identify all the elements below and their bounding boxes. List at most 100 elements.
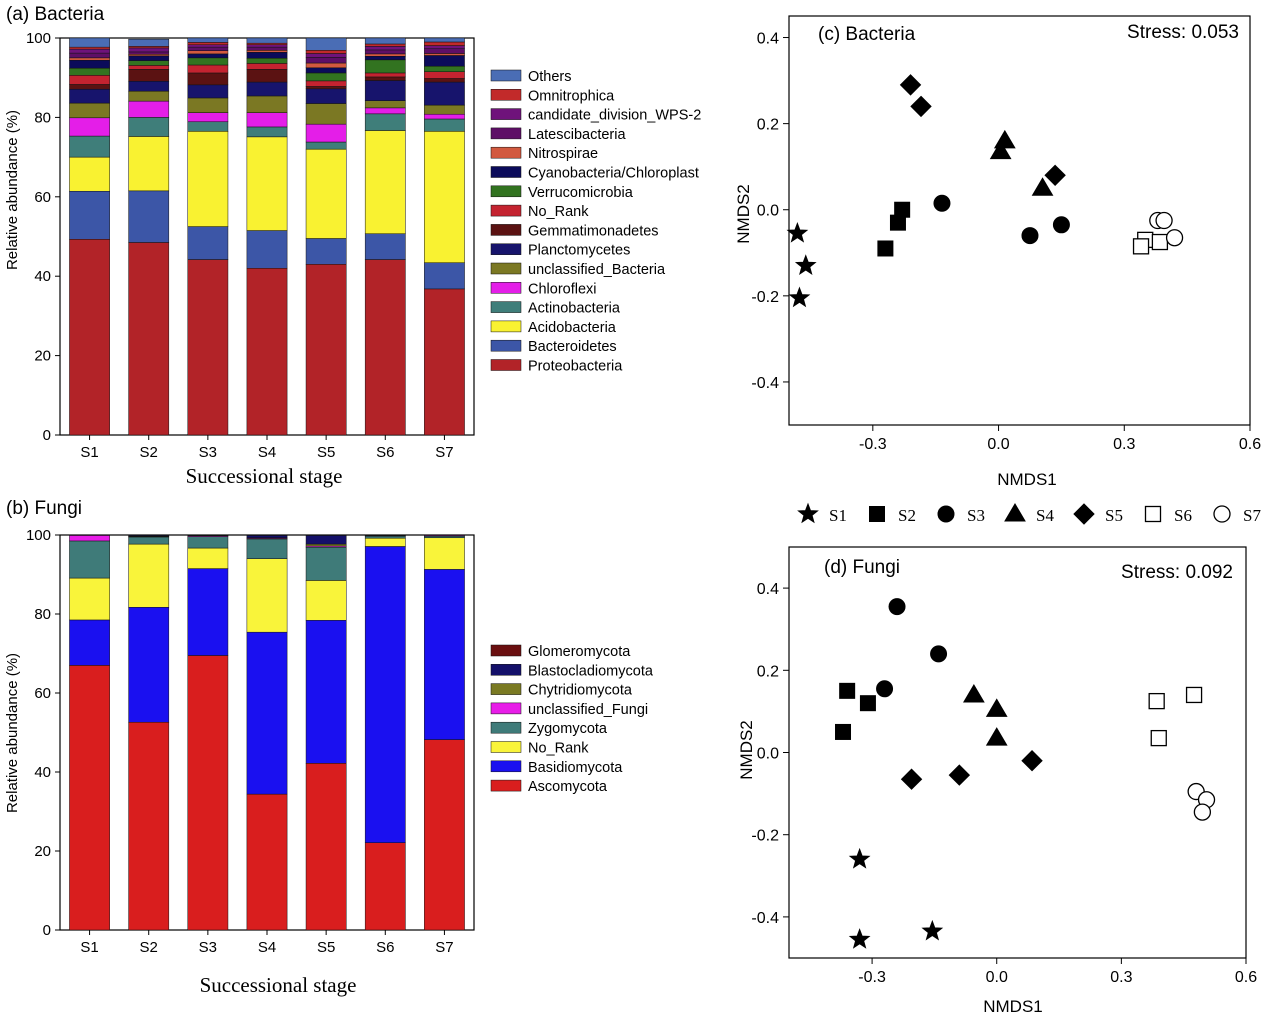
panel-d-y-tick-label: -0.4: [751, 910, 779, 927]
panel-d-x-tick-label: 0.0: [986, 969, 1008, 986]
panel-a-bacteria-composition: (a) Bacteria Relative abundance (%) Succ…: [4, 4, 701, 488]
panel-a-bar-s2-chloroflexi: [128, 100, 170, 118]
panel-d-y-tick-label: 0.4: [757, 581, 779, 598]
panel-b-y-tick-label-40: 40: [34, 764, 51, 781]
panel-a-bar-s2-latescibacteria: [128, 51, 170, 55]
panel-a-bar-s3-omnitrophica: [187, 42, 229, 45]
panel-b-x-tick-label-s3: S3: [199, 939, 217, 956]
panel-b-bar-s5-ascomycota: [305, 763, 347, 931]
panel-a-bar-s4-unclassified-bacteria: [246, 95, 288, 113]
panel-a-legend-label-omnitrophica: Omnitrophica: [528, 88, 615, 104]
panel-d-y-tick-label: 0.2: [757, 663, 779, 680]
panel-b-bar-s5-chytridiomycota: [305, 543, 347, 547]
panel-a-bar-s5-latescibacteria: [305, 57, 347, 64]
panel-a-x-tick-label-s4: S4: [258, 444, 276, 461]
panel-a-bar-s3-planctomycetes: [187, 84, 229, 99]
panel-b-x-axis-label: Successional stage: [200, 973, 357, 997]
legend-label-s4: S4: [1036, 506, 1054, 525]
panel-c-point-s6-3: [1132, 238, 1150, 255]
panel-a-legend-label-unclassified-bacteria: unclassified_Bacteria: [528, 262, 666, 278]
panel-a-bar-s1-candidate-division-wps-2: [69, 48, 110, 54]
panel-a-legend-swatch-others: [490, 69, 522, 82]
panel-d-point-s4-3: [985, 727, 1008, 746]
panel-b-bar-s1-no-rank: [69, 577, 110, 621]
panel-b-bar-s3-basidiomycota: [187, 568, 229, 656]
panel-a-legend-label-gemmatimonadetes: Gemmatimonadetes: [528, 223, 659, 239]
panel-a-legend-swatch-proteobacteria: [490, 359, 522, 371]
panel-c-point-s3-2: [1021, 227, 1039, 245]
panel-b-legend-swatch-unclassified-fungi: [490, 702, 522, 715]
panel-d-fungi-nmds: (d) Fungi Stress: 0.092 NMDS2 NMDS1 -0.3…: [737, 546, 1257, 1016]
panel-a-legend-swatch-unclassified-bacteria: [490, 262, 522, 275]
panel-b-title: (b) Fungi: [6, 498, 82, 519]
panel-a-y-tick-label-80: 80: [34, 109, 51, 126]
panel-b-bar-s2-basidiomycota: [128, 607, 170, 723]
panel-c-plot-area: -0.3 0.0 0.3 0.6 -0.4 -0.2 0.0 0.2 0.4: [751, 15, 1261, 453]
panel-a-bar-s3-no-rank: [187, 64, 229, 74]
panel-b-bar-s5-blastocladiomycota: [305, 535, 347, 545]
panel-a-x-tick-label-s1: S1: [80, 444, 98, 461]
panel-b-legend-swatch-glomeromycota: [490, 644, 522, 657]
panel-a-legend-swatch-no-rank: [490, 204, 522, 217]
panel-a-legend-swatch-verrucomicrobia: [490, 185, 522, 198]
panel-a-bar-s4-acidobacteria: [246, 136, 288, 231]
panel-a-bar-s4-cyanobacteria-chloroplast: [246, 52, 288, 59]
panel-a-bar-s6-chloroflexi: [364, 107, 406, 115]
panel-c-y-tick-label: -0.2: [751, 289, 779, 306]
panel-d-y-axis-label: NMDS2: [737, 720, 756, 780]
panel-b-bar-s2-no-rank: [128, 543, 170, 608]
panel-b-bar-s7-basidiomycota: [424, 569, 465, 740]
legend-marker-s3: [937, 505, 955, 523]
sample-stage-legend: S1 S2 S3 S4 S5 S6 S7: [797, 502, 1261, 525]
panel-d-point-s1-1: [848, 847, 871, 869]
panel-a-bar-s4-nitrospirae: [246, 50, 288, 53]
panel-b-bar-s6-no-rank: [364, 537, 406, 547]
panel-a-bar-s1-gemmatimonadetes: [69, 84, 110, 90]
panel-c-bacteria-nmds: (c) Bacteria Stress: 0.053 NMDS2 NMDS1 -…: [734, 15, 1261, 489]
panel-a-bar-s2-verrucomicrobia: [128, 60, 170, 66]
panel-b-bar-s1-zygomycota: [69, 540, 110, 579]
panel-a-bar-s1-planctomycetes: [69, 88, 110, 104]
legend-marker-s6: [1144, 505, 1162, 523]
panel-a-bar-s1-bacteroidetes: [69, 190, 110, 240]
panel-c-y-tick-label: 0.4: [757, 31, 779, 48]
panel-a-bar-s6-actinobacteria: [364, 113, 406, 131]
panel-b-bar-s6-zygomycota: [364, 535, 406, 539]
panel-b-y-tick-label-100: 100: [26, 527, 51, 544]
panel-a-bar-s1-proteobacteria: [69, 239, 110, 436]
panel-a-bar-s7-planctomycetes: [424, 81, 465, 106]
panel-d-point-s5-1: [900, 768, 923, 790]
panel-c-point-s5-1: [899, 74, 922, 96]
panel-a-legend-label-proteobacteria: Proteobacteria: [528, 359, 623, 375]
panel-a-bar-s5-bacteroidetes: [305, 238, 347, 265]
panel-c-title: (c) Bacteria: [818, 24, 916, 45]
panel-d-point-s4-2: [985, 698, 1008, 717]
panel-a-bar-s5-cyanobacteria-chloroplast: [305, 67, 347, 74]
legend-marker-s1: [797, 502, 819, 524]
panel-a-bar-s4-latescibacteria: [246, 46, 288, 51]
panel-a-bar-s4-no-rank: [246, 63, 288, 70]
legend-label-s3: S3: [967, 506, 985, 525]
panel-b-legend: Glomeromycota Blastocladiomycota Chytridio…: [490, 644, 654, 795]
panel-b-legend-label-unclassified-fungi: unclassified_Fungi: [528, 702, 648, 718]
panel-a-bar-s1-latescibacteria: [69, 52, 110, 59]
panel-c-point-s5-3: [1044, 164, 1066, 187]
panel-c-point-s1-3: [788, 286, 811, 308]
panel-c-point-s5-2: [910, 95, 932, 118]
panel-b-x-tick-label-s5: S5: [317, 939, 335, 956]
panel-a-bar-s2-acidobacteria: [128, 136, 170, 192]
panel-a-y-tick-label-100: 100: [26, 30, 51, 47]
panel-a-y-tick-label-0: 0: [43, 427, 51, 444]
panel-a-bar-s5-others: [305, 37, 347, 51]
legend-label-s1: S1: [829, 506, 847, 525]
panel-a-bar-s3-chloroflexi: [187, 112, 229, 123]
panel-a-legend-swatch-bacteroidetes: [490, 339, 522, 352]
panel-a-bar-s7-verrucomicrobia: [424, 65, 465, 72]
panel-a-bar-s6-unclassified-bacteria: [364, 100, 406, 109]
panel-b-x-tick-label-s6: S6: [376, 939, 394, 956]
panel-a-x-axis-label: Successional stage: [186, 464, 343, 488]
panel-c-point-s4-2: [989, 140, 1012, 160]
panel-a-bar-s5-planctomycetes: [305, 88, 347, 104]
panel-a-bar-s6-bacteroidetes: [364, 233, 406, 260]
legend-label-s5: S5: [1105, 506, 1123, 525]
